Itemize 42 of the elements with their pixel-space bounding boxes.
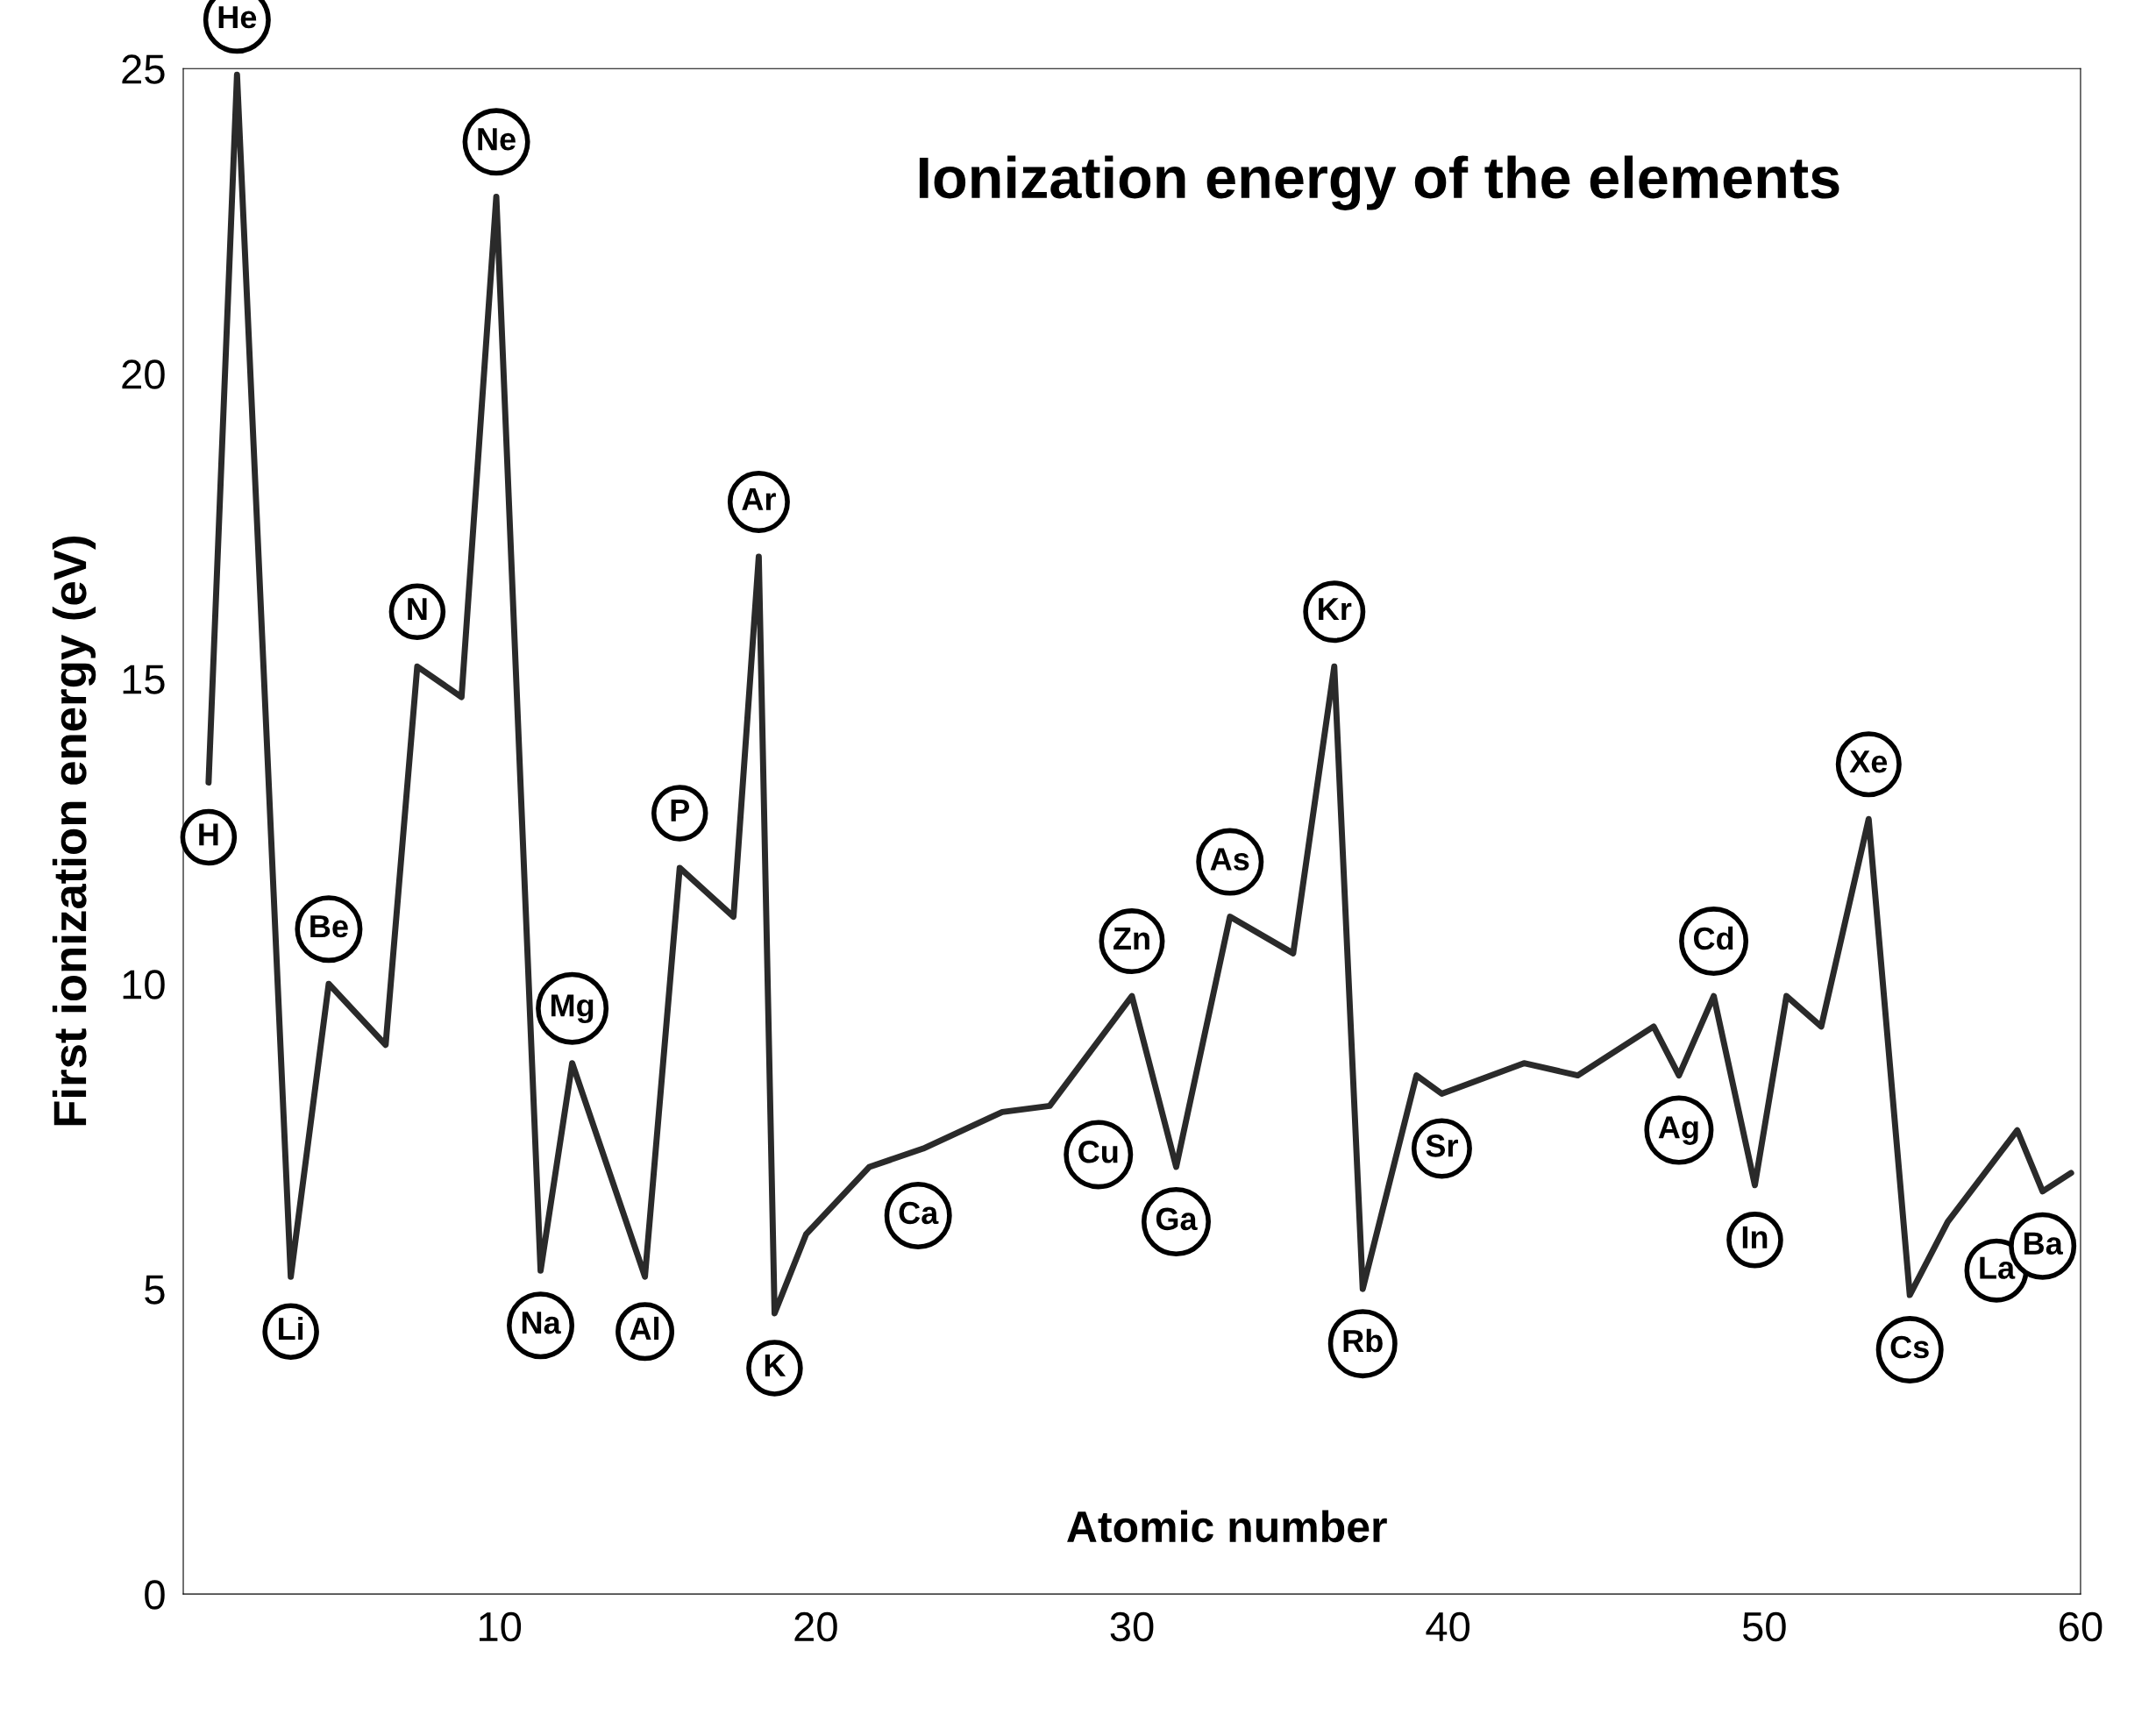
annotation: As — [1210, 848, 1249, 871]
y-tick-label: 20 — [122, 359, 165, 389]
text: Ionization energy of the elements — [919, 155, 1839, 210]
annotation: Ba — [2024, 1232, 2063, 1255]
annotation: Li — [279, 1316, 303, 1341]
annotation: Kr — [1319, 598, 1352, 621]
x-tick-label: 50 — [1742, 1611, 1786, 1642]
annotation: Cd — [1693, 926, 1733, 950]
annotation: He — [218, 6, 257, 29]
annotation: La — [1980, 1256, 2016, 1279]
annotation: Xe — [1849, 750, 1888, 773]
x-axis-title: Atomic number — [1067, 1510, 1387, 1543]
x-tick-label: 60 — [2060, 1611, 2103, 1642]
annotation: Ca — [899, 1201, 939, 1225]
annotation: Ar — [742, 487, 776, 510]
annotation: H — [199, 823, 218, 846]
annotation: P — [671, 799, 690, 821]
annotation: Ga — [1156, 1207, 1198, 1231]
annotation: Be — [310, 915, 348, 938]
y-axis-title: First ionization energy (eV) — [52, 537, 96, 1126]
annotation: Rb — [1343, 1328, 1383, 1353]
annotation: Mg — [551, 994, 594, 1023]
annotation: Na — [522, 1312, 561, 1334]
annotation: Zn — [1114, 928, 1149, 949]
y-tick-label: 5 — [145, 1275, 165, 1305]
annotation: N — [408, 598, 427, 621]
annotation: K — [765, 1354, 786, 1376]
x-tick-label: 20 — [794, 1611, 837, 1642]
y-tick-label: 0 — [145, 1580, 165, 1610]
annotation: Ne — [478, 128, 516, 151]
annotation: Ag — [1658, 1116, 1698, 1145]
annotation: In — [1742, 1226, 1768, 1248]
annotation: Al — [630, 1316, 659, 1341]
x-tick-label: 30 — [1110, 1611, 1154, 1642]
y-tick-label: 10 — [123, 970, 165, 999]
x-tick-label: 40 — [1426, 1611, 1470, 1642]
annotation: Cs — [1890, 1335, 1929, 1359]
y-tick-label: 25 — [122, 54, 165, 84]
annotation: Cu — [1078, 1141, 1118, 1163]
x-tick-label: 10 — [480, 1611, 522, 1642]
annotation: Sr — [1426, 1134, 1458, 1157]
y-tick-label: 15 — [123, 665, 165, 694]
